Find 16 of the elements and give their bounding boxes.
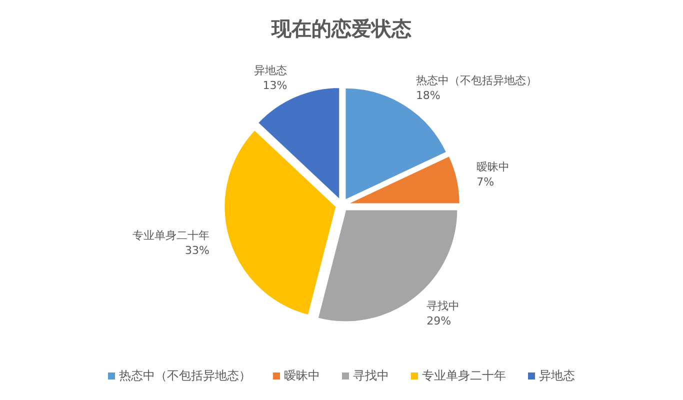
slice-label: 热态中（不包括异地态） xyxy=(416,74,537,87)
data-label: 18% xyxy=(416,88,440,102)
legend-label: 热态中（不包括异地态） xyxy=(119,368,251,382)
slice-label: 异地态 xyxy=(254,64,288,77)
data-label: 7% xyxy=(476,175,494,188)
slice-label: 专业单身二十年 xyxy=(132,229,210,242)
slice-label: 暧昧中 xyxy=(476,160,510,174)
legend-label: 寻找中 xyxy=(353,368,389,382)
slice-label: 寻找中 xyxy=(426,300,460,313)
chart-title: 现在的恋爱状态 xyxy=(270,16,412,40)
data-label: 33% xyxy=(185,244,210,258)
legend-label: 暧昧中 xyxy=(284,368,320,382)
data-label: 13% xyxy=(262,78,288,92)
data-label: 29% xyxy=(426,314,452,328)
legend-label: 专业单身二十年 xyxy=(422,368,506,382)
legend-label: 异地态 xyxy=(539,368,575,382)
